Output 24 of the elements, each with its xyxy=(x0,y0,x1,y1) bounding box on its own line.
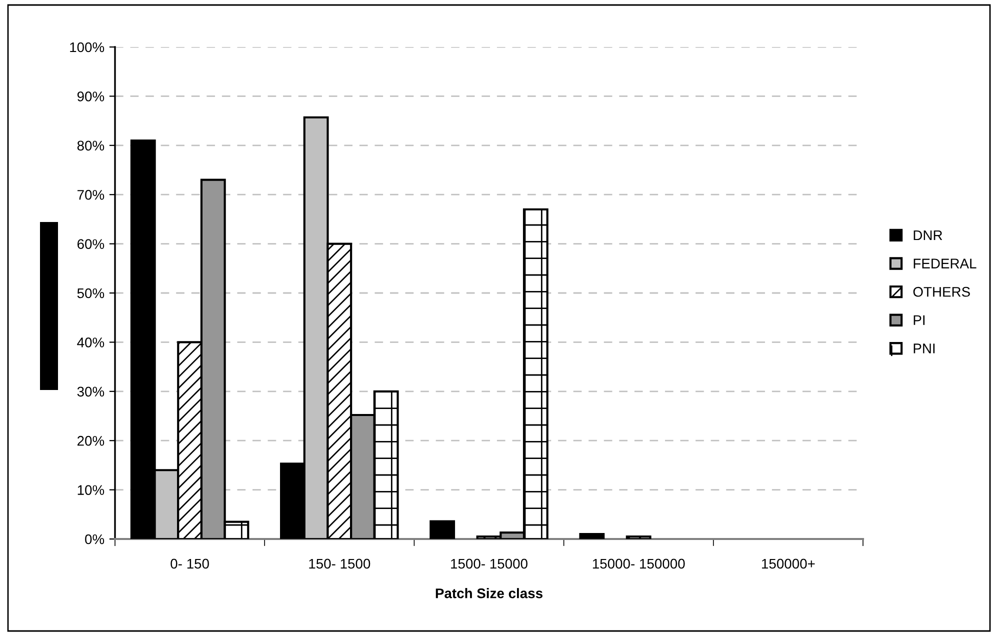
x-tick-label: 0- 150 xyxy=(170,558,209,569)
y-tick-label: 60% xyxy=(77,239,104,249)
y-tick-label: 90% xyxy=(77,92,104,102)
legend-label: PI xyxy=(914,315,925,325)
y-tick-label: 30% xyxy=(77,386,104,397)
y-tick-label: 10% xyxy=(78,485,104,495)
x-axis-title: Patch Size class xyxy=(436,588,542,598)
legend-label: FEDERAL xyxy=(914,258,976,268)
y-tick-label: 100% xyxy=(70,42,104,52)
y-tick-label: 50% xyxy=(77,288,104,298)
y-tick-label: 0% xyxy=(85,534,104,544)
legend-label: PNI xyxy=(914,344,935,354)
y-tick-label: 70% xyxy=(78,190,104,200)
y-tick-label: 20% xyxy=(77,436,104,446)
y-tick-label: 80% xyxy=(77,140,104,151)
x-tick-label: 150- 1500 xyxy=(309,558,370,569)
legend-label: DNR xyxy=(914,230,942,240)
x-tick-label: 150000+ xyxy=(762,558,815,569)
x-tick-label: 15000- 150000 xyxy=(592,558,685,569)
bar xyxy=(430,520,456,539)
y-tick-label: 40% xyxy=(77,338,104,348)
x-tick-label: 1500- 15000 xyxy=(451,558,528,569)
bar xyxy=(579,533,605,539)
legend-label: OTHERS xyxy=(913,286,970,297)
